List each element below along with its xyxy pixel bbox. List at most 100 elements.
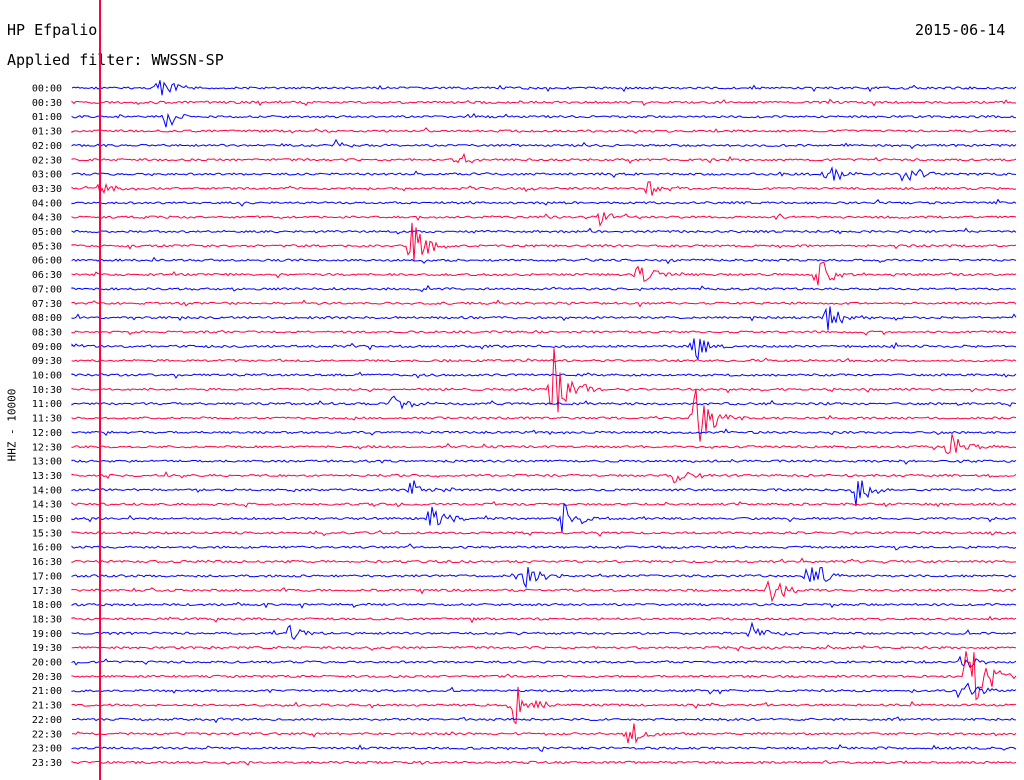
row-time-label: 06:00 — [32, 256, 62, 267]
trace-line — [71, 306, 1017, 331]
row-time-label: 08:00 — [32, 313, 62, 324]
trace-line — [71, 152, 1017, 164]
trace-line — [71, 80, 1017, 96]
trace-line — [71, 530, 1017, 537]
trace-line — [71, 501, 1017, 508]
trace-line — [71, 480, 1017, 507]
row-time-label: 01:00 — [32, 112, 62, 123]
row-time-label: 22:30 — [32, 729, 62, 740]
row-time-label: 09:00 — [32, 342, 62, 353]
trace-line — [71, 580, 1017, 603]
row-time-label: 01:30 — [32, 127, 62, 138]
trace-line — [71, 138, 1017, 150]
row-time-label: 11:30 — [32, 414, 62, 425]
trace-line — [71, 357, 1017, 363]
row-time-label: 06:30 — [32, 270, 62, 281]
row-time-label: 15:00 — [32, 514, 62, 525]
row-time-label: 16:00 — [32, 543, 62, 554]
trace-line — [71, 256, 1017, 265]
row-time-label: 02:30 — [32, 155, 62, 166]
trace-line — [71, 348, 1017, 413]
trace-line — [71, 299, 1017, 308]
trace-line — [71, 723, 1017, 744]
trace-line — [71, 621, 1017, 641]
trace-line — [71, 198, 1017, 207]
trace-line — [71, 682, 1017, 699]
trace-line — [71, 428, 1017, 437]
row-time-label: 18:00 — [32, 600, 62, 611]
trace-line — [71, 744, 1017, 753]
trace-line — [71, 458, 1017, 465]
row-time-label: 03:00 — [32, 170, 62, 181]
row-time-label: 20:00 — [32, 658, 62, 669]
row-time-label: 04:30 — [32, 213, 62, 224]
trace-line — [71, 471, 1017, 484]
trace-line — [71, 127, 1016, 134]
row-time-label: 12:30 — [32, 442, 62, 453]
row-time-label: 21:00 — [32, 686, 62, 697]
trace-line — [71, 716, 1017, 724]
trace-line — [71, 389, 1017, 442]
trace-line — [71, 180, 1017, 196]
row-time-label: 05:30 — [32, 241, 62, 252]
trace-line — [71, 686, 1017, 725]
trace-line — [71, 284, 1017, 293]
row-time-label: 09:30 — [32, 356, 62, 367]
trace-line — [71, 655, 1017, 669]
trace-line — [71, 212, 1017, 227]
row-time-label: 19:30 — [32, 643, 62, 654]
trace-line — [71, 166, 1017, 182]
row-time-label: 23:00 — [32, 744, 62, 755]
row-time-label: 22:00 — [32, 715, 62, 726]
trace-line — [71, 98, 1017, 107]
row-time-label: 14:00 — [32, 485, 62, 496]
row-time-label: 16:30 — [32, 557, 62, 568]
row-time-label: 10:00 — [32, 371, 62, 382]
trace-line — [71, 222, 1017, 262]
row-time-label: 18:30 — [32, 614, 62, 625]
trace-line — [71, 261, 1017, 286]
row-time-label: 20:30 — [32, 672, 62, 683]
row-time-label: 19:00 — [32, 629, 62, 640]
trace-line — [71, 543, 1017, 551]
filter-label: Applied filter: WWSSN-SP — [7, 51, 224, 69]
row-time-label: 04:00 — [32, 198, 62, 209]
row-time-label: 17:30 — [32, 586, 62, 597]
trace-line — [71, 371, 1017, 379]
trace-line — [71, 502, 1017, 533]
row-time-label: 21:30 — [32, 701, 62, 712]
row-time-label: 00:00 — [32, 84, 62, 95]
trace-line — [71, 557, 1017, 564]
station-title: HP Efpalio — [7, 21, 98, 39]
row-time-label: 14:30 — [32, 500, 62, 511]
trace-line — [71, 395, 1017, 410]
trace-line — [71, 644, 1017, 652]
row-time-label: 08:30 — [32, 327, 62, 338]
row-time-label: 13:00 — [32, 457, 62, 468]
trace-line — [71, 651, 1017, 701]
row-time-label: 15:30 — [32, 528, 62, 539]
row-time-label: 13:30 — [32, 471, 62, 482]
row-time-label: 10:30 — [32, 385, 62, 396]
trace-line — [71, 615, 1017, 624]
date-label: 2015-06-14 — [915, 21, 1006, 39]
row-time-label: 23:30 — [32, 758, 62, 769]
trace-line — [71, 338, 1017, 361]
row-time-label: 07:30 — [32, 299, 62, 310]
trace-line — [71, 760, 1017, 766]
row-time-label: 11:00 — [32, 399, 62, 410]
trace-line — [71, 112, 1017, 128]
trace-line — [71, 601, 1017, 609]
row-time-label: 17:00 — [32, 571, 62, 582]
row-time-label: 03:30 — [32, 184, 62, 195]
trace-line — [71, 227, 1017, 235]
row-time-label: 12:00 — [32, 428, 62, 439]
trace-line — [71, 566, 1017, 589]
trace-line — [71, 434, 1017, 455]
row-time-label: 07:00 — [32, 284, 62, 295]
trace-line — [71, 329, 1017, 336]
row-time-label: 05:00 — [32, 227, 62, 238]
row-time-label: 00:30 — [32, 98, 62, 109]
row-time-label: 02:00 — [32, 141, 62, 152]
